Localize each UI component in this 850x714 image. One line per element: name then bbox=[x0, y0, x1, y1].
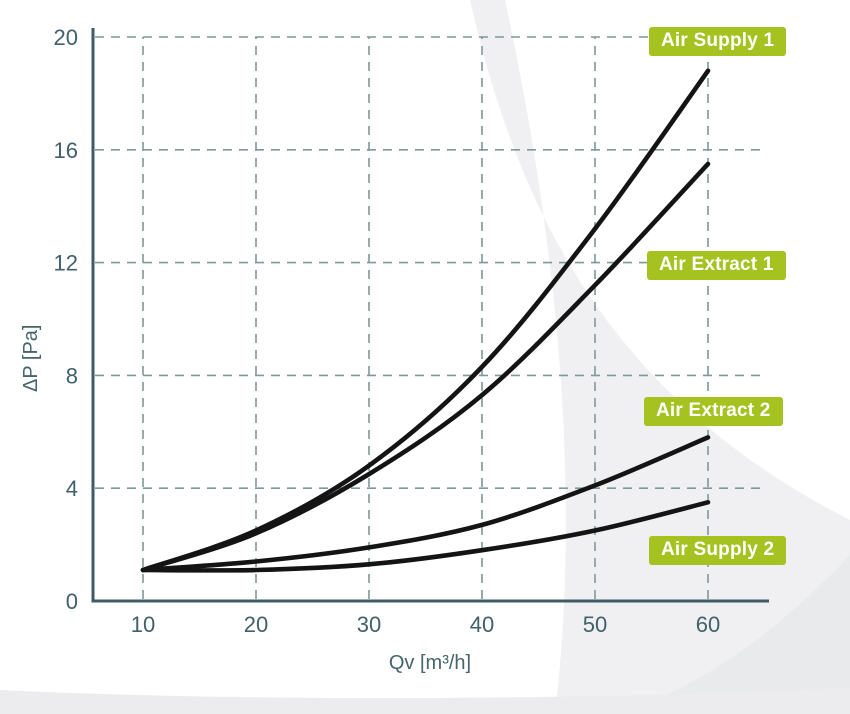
y-tick-label: 0 bbox=[66, 589, 78, 614]
series-badge-air-extract-2: Air Extract 2 bbox=[644, 397, 783, 426]
swoosh-shape-1 bbox=[470, 0, 850, 714]
series-curve-air-supply-1 bbox=[140, 68, 711, 573]
series-badge-air-supply-2: Air Supply 2 bbox=[649, 536, 787, 565]
y-tick-label: 12 bbox=[54, 251, 78, 276]
y-tick-label: 4 bbox=[66, 476, 78, 501]
x-tick-label: 10 bbox=[131, 612, 155, 637]
y-tick-label: 20 bbox=[54, 25, 78, 50]
y-axis-title: ΔP [Pa] bbox=[20, 324, 42, 392]
swoosh-shape-2 bbox=[620, 555, 850, 714]
x-axis-title: Qv [m³/h] bbox=[388, 652, 472, 674]
x-tick-label: 50 bbox=[583, 612, 607, 637]
y-tick-label: 8 bbox=[66, 363, 78, 388]
x-tick-label: 60 bbox=[696, 612, 720, 637]
series-curve-air-extract-2 bbox=[140, 435, 711, 573]
series-curve-air-supply-2 bbox=[140, 500, 711, 573]
series-curve-air-extract-1 bbox=[140, 161, 711, 573]
swoosh-shape-3 bbox=[0, 688, 850, 714]
series-badge-air-supply-1: Air Supply 1 bbox=[649, 27, 787, 56]
x-tick-label: 30 bbox=[357, 612, 381, 637]
series-badge-air-extract-1: Air Extract 1 bbox=[647, 251, 786, 280]
x-tick-label: 40 bbox=[470, 612, 494, 637]
y-tick-label: 16 bbox=[54, 138, 78, 163]
x-tick-label: 20 bbox=[244, 612, 268, 637]
